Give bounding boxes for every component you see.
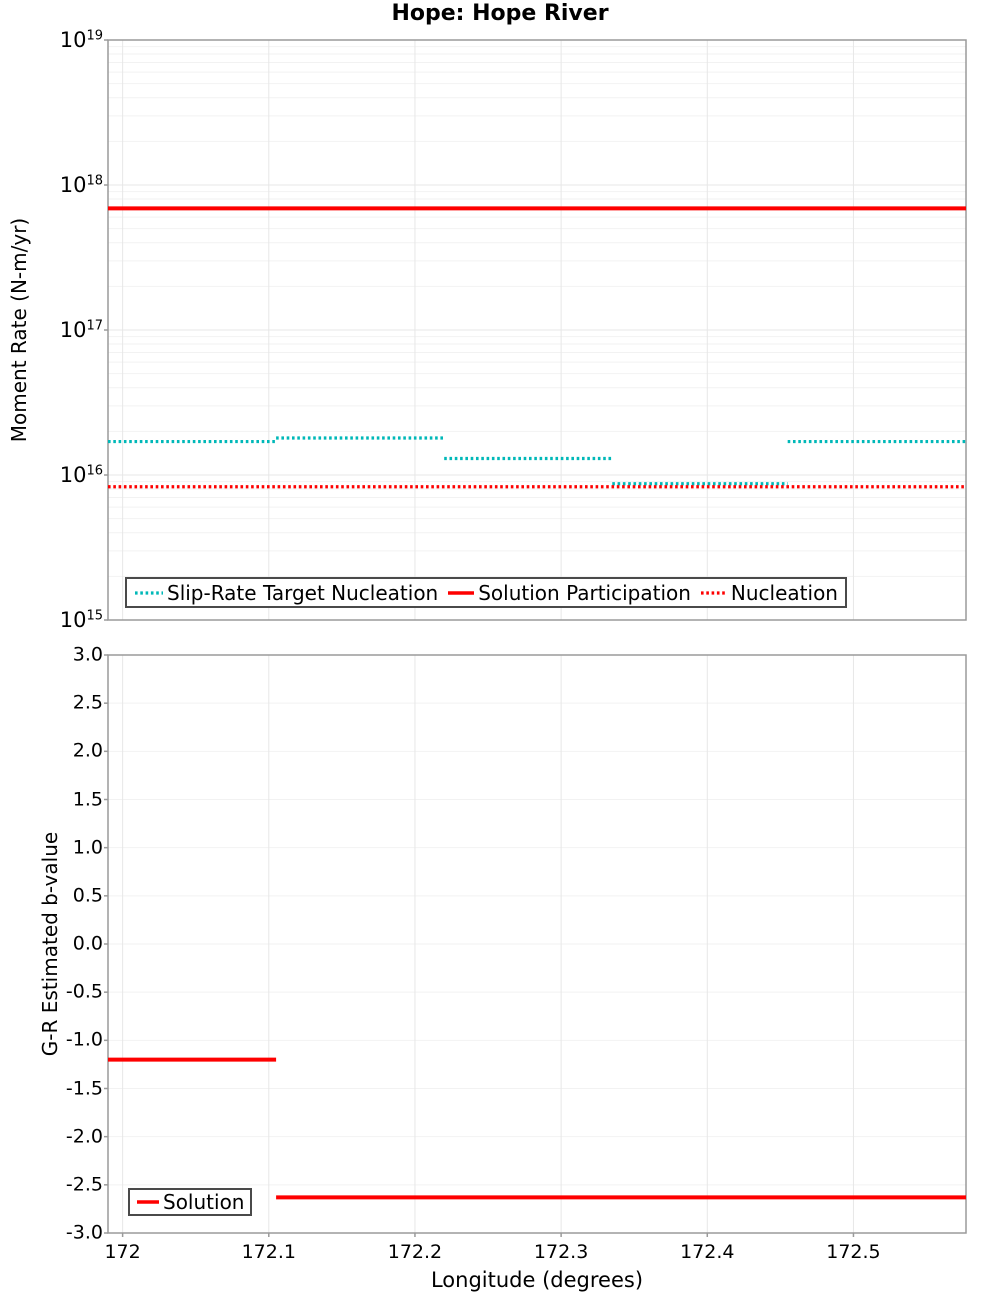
x-tick-label: 172.4 (680, 1241, 735, 1263)
x-tick-label: 172 (104, 1241, 141, 1263)
x-tick-label: 172.3 (533, 1241, 589, 1263)
top-legend: Slip-Rate Target Nucleation Solution Par… (125, 577, 847, 608)
y-tick-label: 1015 (59, 608, 103, 632)
legend-item-nucleation: Nucleation (700, 581, 838, 605)
legend-label: Slip-Rate Target Nucleation (167, 580, 439, 605)
x-axis-label: Longitude (degrees) (430, 1268, 644, 1292)
legend-label: Solution (163, 1190, 245, 1214)
y-tick-label: -1.0 (65, 1028, 103, 1051)
teal-dotted-line-swatch (135, 590, 163, 595)
y-tick-label: 1018 (59, 173, 103, 197)
y-tick-label: 0.5 (72, 884, 103, 907)
y-tick-label: 2.0 (72, 739, 103, 762)
bottom-legend: Solution (128, 1188, 253, 1216)
x-tick-label: 172.1 (241, 1241, 296, 1263)
y-tick-label: -2.0 (65, 1125, 103, 1148)
y-tick-label: 1.0 (72, 836, 103, 859)
x-tick-label: 172.5 (826, 1241, 881, 1263)
y-tick-label: 1019 (59, 28, 103, 52)
panel-border (107, 39, 967, 621)
y-tick-label: 1.5 (72, 788, 103, 810)
y-tick-label: -3.0 (65, 1221, 103, 1244)
legend-item-solution-participation: Solution Participation (447, 581, 691, 605)
y-tick-label: -0.5 (65, 980, 103, 1003)
y-tick-label: 0.0 (72, 932, 103, 955)
legend-label: Solution Participation (478, 580, 691, 605)
chart-title: Hope: Hope River (391, 1, 609, 26)
legend-label: Nucleation (730, 580, 838, 605)
red-solid-line-swatch (448, 590, 475, 595)
red-solid-line-swatch (137, 1200, 159, 1204)
red-dotted-line-swatch (700, 590, 727, 595)
y-tick-label: -2.5 (65, 1173, 103, 1196)
legend-item-slip-rate-target-nucleation: Slip-Rate Target Nucleation (134, 581, 438, 605)
y-tick-label: 1017 (59, 318, 103, 342)
y-tick-label: 3.0 (72, 643, 103, 666)
y-tick-label: 2.5 (72, 691, 103, 714)
legend-item-solution: Solution (136, 1190, 244, 1214)
y-tick-label: -1.5 (65, 1077, 103, 1099)
panel-border (107, 654, 967, 1234)
x-tick-label: 172.2 (387, 1241, 443, 1263)
y-tick-label: 1016 (59, 463, 103, 487)
